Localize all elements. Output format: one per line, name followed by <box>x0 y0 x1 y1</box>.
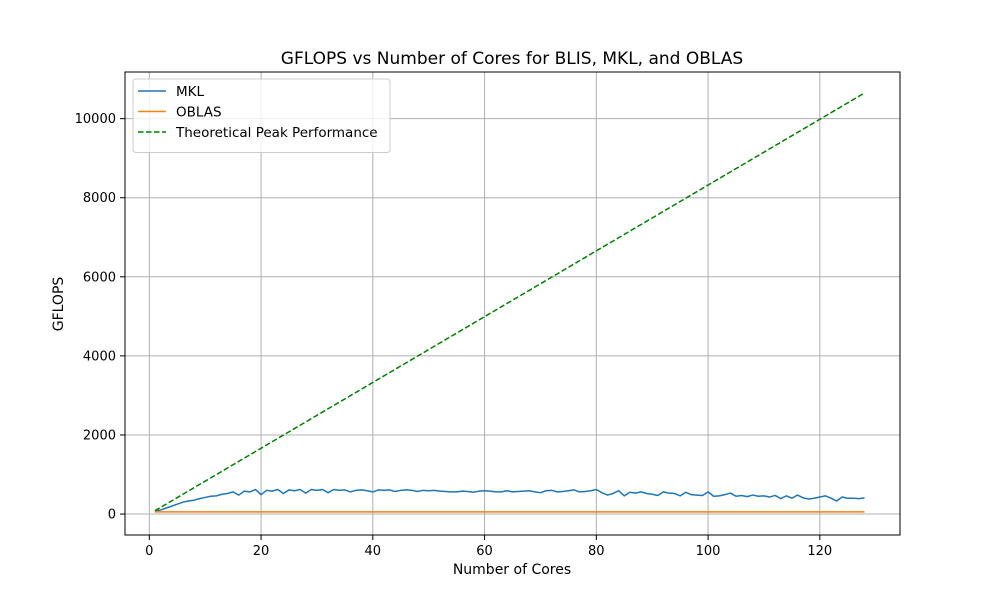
legend-label: OBLAS <box>176 104 222 120</box>
plot-frame <box>124 71 901 536</box>
y-axis-ticks: 0 2000 4000 6000 8000 10000 <box>75 112 125 523</box>
y-tick-label: 0 <box>108 508 116 523</box>
y-tick-label: 4000 <box>83 349 116 364</box>
chart-title: GFLOPS vs Number of Cores for BLIS, MKL,… <box>281 49 743 69</box>
legend-box <box>132 78 391 153</box>
x-tick-label: 80 <box>588 544 605 559</box>
y-tick-label: 10000 <box>75 112 116 127</box>
y-tick-label: 2000 <box>83 428 116 443</box>
series-line-theoretical-peak-performance <box>154 92 865 512</box>
x-tick-label: 20 <box>253 544 270 559</box>
x-tick-label: 0 <box>145 544 153 559</box>
legend-label: MKL <box>176 84 205 100</box>
y-tick-label: 8000 <box>83 191 116 206</box>
x-tick-label: 120 <box>807 544 832 559</box>
y-tick-label: 6000 <box>83 270 116 285</box>
x-tick-label: 60 <box>476 544 493 559</box>
x-tick-label: 40 <box>365 544 382 559</box>
legend-label: Theoretical Peak Performance <box>175 125 378 141</box>
x-axis-ticks: 0 20 40 60 80 100 120 <box>145 535 832 559</box>
series-layer <box>154 92 865 513</box>
x-tick-label: 100 <box>696 544 721 559</box>
series-line-mkl <box>154 488 865 512</box>
x-axis-label: Number of Cores <box>453 562 571 578</box>
y-axis-label: GFLOPS <box>51 277 67 332</box>
legend: MKL OBLAS Theoretical Peak Performance <box>132 78 391 153</box>
